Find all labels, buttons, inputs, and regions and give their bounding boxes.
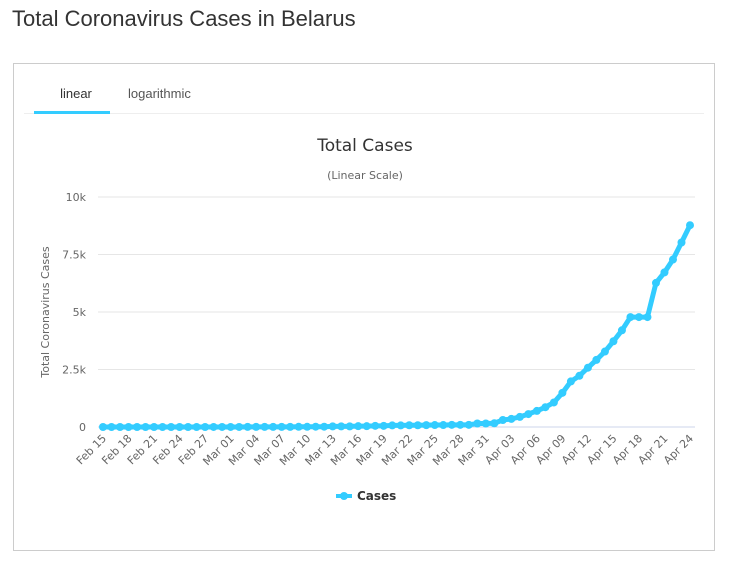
y-tick-label: 10k (66, 191, 87, 204)
data-point[interactable] (124, 423, 133, 431)
data-point[interactable] (141, 423, 150, 431)
data-point[interactable] (558, 388, 567, 397)
legend-label[interactable]: Cases (357, 489, 396, 503)
data-point[interactable] (337, 422, 346, 431)
data-point[interactable] (371, 421, 380, 430)
tab-logarithmic[interactable]: logarithmic (128, 86, 191, 101)
page-title: Total Coronavirus Cases in Belarus (12, 6, 356, 31)
data-point[interactable] (379, 421, 388, 430)
data-point[interactable] (609, 337, 618, 346)
legend-marker (340, 492, 348, 500)
data-point[interactable] (651, 278, 660, 287)
data-point[interactable] (532, 406, 541, 415)
data-point[interactable] (226, 422, 235, 431)
data-point[interactable] (175, 423, 184, 431)
data-point[interactable] (286, 422, 295, 431)
data-point[interactable] (498, 416, 507, 425)
data-point[interactable] (167, 423, 176, 431)
data-point[interactable] (201, 423, 210, 431)
data-point[interactable] (99, 423, 107, 431)
data-point[interactable] (303, 422, 312, 431)
data-point[interactable] (626, 313, 635, 322)
data-point[interactable] (413, 421, 422, 430)
data-point[interactable] (439, 421, 448, 430)
data-point[interactable] (150, 423, 159, 431)
data-point[interactable] (456, 420, 465, 429)
data-point[interactable] (686, 221, 694, 230)
data-point[interactable] (243, 422, 252, 431)
data-point[interactable] (277, 422, 286, 431)
data-point[interactable] (524, 410, 533, 419)
data-point[interactable] (345, 422, 354, 431)
data-point[interactable] (677, 238, 686, 247)
data-point[interactable] (396, 421, 405, 430)
data-point[interactable] (260, 422, 269, 431)
data-point[interactable] (575, 371, 584, 380)
data-point[interactable] (192, 423, 201, 431)
data-point[interactable] (634, 313, 643, 322)
y-tick-label: 0 (79, 421, 86, 434)
data-point[interactable] (116, 423, 125, 431)
data-point[interactable] (209, 422, 218, 431)
chart-panel: linear logarithmic (13, 63, 715, 551)
y-tick-label: 7.5k (62, 249, 86, 262)
data-point[interactable] (592, 355, 601, 364)
y-tick-label: 5k (73, 306, 87, 319)
data-point[interactable] (311, 422, 320, 431)
data-point[interactable] (320, 422, 329, 431)
data-point[interactable] (252, 422, 261, 431)
data-point[interactable] (481, 419, 490, 428)
data-point[interactable] (600, 347, 609, 356)
scale-tabs: linear logarithmic (24, 64, 704, 114)
data-point[interactable] (515, 412, 524, 421)
data-point[interactable] (541, 403, 550, 412)
data-point[interactable] (507, 414, 516, 423)
data-point[interactable] (490, 419, 499, 428)
active-tab-indicator (34, 111, 110, 114)
data-point[interactable] (218, 422, 227, 431)
data-point[interactable] (405, 421, 414, 430)
data-point[interactable] (133, 423, 142, 431)
data-point[interactable] (447, 420, 456, 429)
data-point[interactable] (184, 423, 193, 431)
data-point[interactable] (235, 422, 244, 431)
chart-subtitle: (Linear Scale) (327, 169, 403, 182)
data-point[interactable] (566, 377, 575, 386)
data-point[interactable] (354, 422, 363, 431)
y-axis-title: Total Coronavirus Cases (39, 246, 52, 379)
tab-linear[interactable]: linear (60, 86, 92, 101)
data-point[interactable] (430, 421, 439, 430)
data-point[interactable] (269, 422, 278, 431)
data-point[interactable] (464, 420, 473, 429)
data-point[interactable] (362, 422, 371, 431)
data-point[interactable] (473, 419, 482, 428)
legend[interactable]: Cases (336, 489, 396, 503)
data-point[interactable] (583, 363, 592, 372)
data-point[interactable] (107, 423, 116, 431)
data-point[interactable] (668, 255, 677, 264)
data-point[interactable] (328, 422, 337, 431)
data-point[interactable] (422, 421, 431, 430)
series-line-cases (103, 224, 693, 430)
y-tick-label: 2.5k (62, 364, 86, 377)
data-point[interactable] (158, 423, 167, 431)
data-point[interactable] (294, 422, 303, 431)
chart-title: Total Cases (316, 136, 413, 156)
data-point[interactable] (660, 268, 669, 277)
data-point[interactable] (617, 326, 626, 335)
data-point[interactable] (388, 421, 397, 430)
data-point[interactable] (549, 398, 558, 407)
data-point[interactable] (643, 313, 652, 322)
